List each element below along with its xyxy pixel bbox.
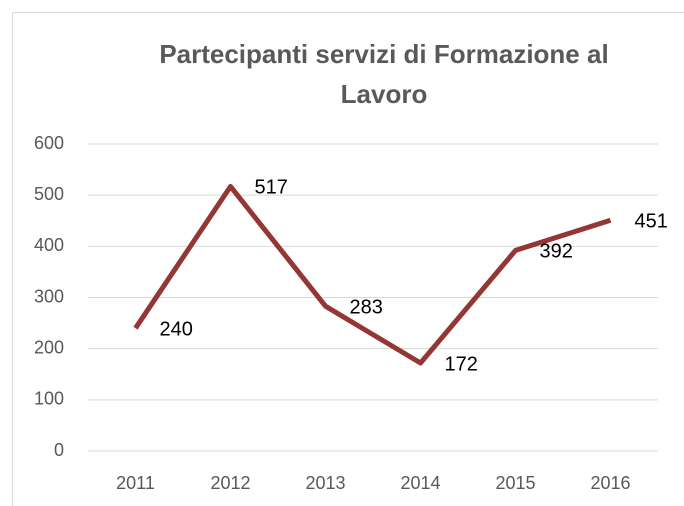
x-tick-label: 2012	[210, 473, 250, 493]
x-tick-label: 2016	[590, 473, 630, 493]
line-series	[133, 183, 612, 366]
y-tick-label: 600	[34, 133, 64, 153]
y-tick-label: 400	[34, 235, 64, 255]
chart-border	[12, 12, 684, 506]
y-tick-label: 0	[54, 440, 64, 460]
data-label: 392	[540, 241, 573, 263]
x-tick-label: 2014	[400, 473, 440, 493]
y-tick-label: 500	[34, 184, 64, 204]
x-tick-label: 2015	[495, 473, 535, 493]
data-label: 451	[635, 211, 668, 233]
y-tick-label: 300	[34, 286, 64, 306]
data-label: 172	[445, 353, 478, 375]
data-label: 517	[255, 177, 288, 199]
data-label: 283	[350, 296, 383, 318]
x-tick-label: 2013	[305, 473, 345, 493]
y-tick-label: 200	[34, 337, 64, 357]
x-tick-label: 2011	[116, 473, 155, 493]
y-tick-label: 100	[34, 389, 64, 409]
data-label: 240	[160, 318, 193, 340]
chart-title: Partecipanti servizi di Formazione al La…	[159, 39, 609, 109]
